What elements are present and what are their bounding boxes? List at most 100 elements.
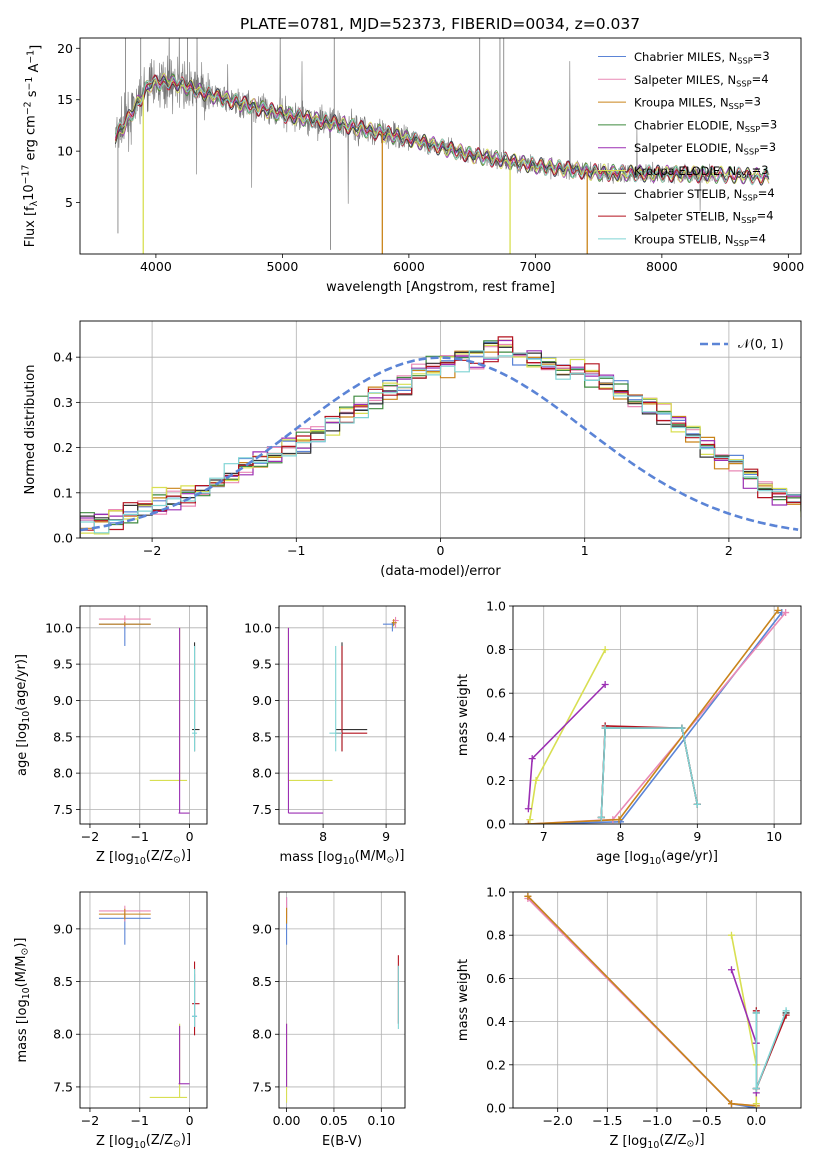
label-part: Z [log [96, 1134, 134, 1149]
y-tick-label: 5 [65, 195, 73, 210]
label-part: ⊙ [173, 1139, 181, 1150]
y-tick-label: 0.2 [486, 1057, 506, 1072]
y-tick-label: 7.5 [53, 1079, 73, 1094]
label-part: )] [13, 938, 28, 948]
plot-area [114, 38, 770, 254]
weight-marker [727, 966, 735, 974]
x-axis-label: age [log10(age/yr)] [596, 849, 718, 867]
label-part: Salpeter STELIB, N [634, 210, 741, 224]
label-part: )] [181, 1132, 191, 1147]
label-part: (M/M [355, 849, 387, 864]
plot-area [80, 336, 801, 538]
plot-area [524, 606, 790, 824]
y-tick-label: 7.5 [53, 802, 73, 817]
x-axis-label: Z [log10(Z/Z⊙)] [609, 1132, 704, 1151]
x-axis-label: E(B-V) [322, 1134, 362, 1149]
panel-residuals: −2 −1 0 1 2 0.0 0.1 0.2 0.3 0.4 (data-model)/error… [23, 320, 802, 579]
weight-marker [524, 820, 532, 824]
x-tick-label: 0.0 [746, 1113, 766, 1128]
y-tick-label: 1.0 [486, 885, 506, 900]
y-axis-label: age [log10(age/yr)] [14, 654, 32, 776]
label-part: =3 [752, 163, 769, 177]
y-tick-label: 0.0 [486, 817, 506, 832]
weight-marker [532, 776, 540, 784]
label-part: age [log [596, 850, 649, 865]
x-tick-label: 9000 [772, 259, 804, 274]
label-part: Kroupa ELODIE, N [634, 164, 736, 178]
y-axis-label: mass weight [456, 959, 471, 1041]
model-line [114, 76, 770, 186]
panel-mass-vs-Z: −2 −1 07.58.08.59.0Z [log10(Z/Z⊙)]mass [lo… [13, 891, 208, 1151]
y-tick-label: 0.4 [53, 350, 73, 365]
label-part: 10 [21, 987, 32, 999]
axes-frame [278, 891, 406, 1109]
x-tick-label: −2 [81, 829, 99, 844]
label-part: (M/M [14, 956, 29, 988]
y-tick-label: 0.6 [486, 686, 506, 701]
legend-entry: Salpeter MILES, NSSP=4 [634, 72, 769, 88]
label-part: (age/yr)] [14, 654, 29, 711]
x-tick-label: 9 [693, 829, 701, 844]
y-tick-label: 7.5 [252, 802, 272, 817]
label-part: SSP [736, 169, 751, 179]
figure-title: PLATE=0781, MJD=52373, FIBERID=0034, z=0… [240, 15, 640, 33]
x-axis-label: Z [log10(Z/Z⊙)] [96, 1132, 191, 1151]
legend-entry: Chabrier ELODIE, NSSP=3 [634, 117, 777, 133]
x-tick-label: −1.5 [592, 1113, 622, 1128]
x-tick-label: 9 [382, 829, 390, 844]
label-part: mass [log [15, 999, 30, 1062]
panel-age-vs-mass: 8 9 7.5 8.0 8.5 9.0 9.5 10.0 mass [log10(M/M⊙)] [244, 605, 406, 867]
label-part: SSP [729, 101, 744, 111]
x-tick-label: 8 [617, 829, 625, 844]
label-part: SSP [736, 78, 751, 88]
label-part: ⊙ [173, 855, 181, 866]
x-tick-label: −2 [81, 1113, 99, 1128]
axes-frame [79, 891, 208, 1109]
legend: 𝒩(0, 1) [700, 336, 784, 351]
label-part: =4 [757, 209, 774, 223]
y-tick-label: 0.3 [53, 395, 73, 410]
y-tick-label: 0.0 [53, 531, 73, 546]
label-part: Chabrier MILES, N [634, 50, 737, 64]
panel-spectrum: 4000 5000 6000 7000 8000 9000 5 10 15 20 wavelengt… [21, 37, 804, 295]
y-tick-label: 9.0 [252, 921, 272, 936]
x-axis-label: mass [log10(M/M⊙)] [280, 848, 405, 867]
x-tick-label: −1.0 [642, 1113, 672, 1128]
label-part: SSP [745, 124, 760, 134]
label-part: λ [29, 200, 40, 206]
label-part: −1 [26, 50, 37, 64]
label-part: =3 [753, 49, 770, 63]
weight-marker [615, 816, 623, 824]
label-part: A [27, 64, 42, 77]
label-part: SSP [741, 215, 756, 225]
x-tick-label: −1 [131, 829, 149, 844]
label-part: Chabrier ELODIE, N [634, 118, 745, 132]
x-axis-label: Z [log10(Z/Z⊙)] [96, 848, 191, 867]
label-part: )] [394, 848, 404, 863]
label-part: mass [log [280, 850, 343, 865]
x-tick-label: 1 [581, 543, 589, 558]
weight-marker [693, 800, 701, 808]
label-part: 10 [22, 184, 37, 201]
label-part: Salpeter ELODIE, N [634, 141, 744, 155]
y-tick-label: 8.0 [252, 766, 272, 781]
label-part: 10 [134, 1140, 146, 1151]
weight-marker [528, 755, 536, 763]
label-part: (age/yr)] [661, 849, 718, 864]
label-part: =4 [758, 186, 775, 200]
axes-frame [512, 605, 802, 825]
weight-marker [727, 931, 735, 939]
y-tick-label: 8.0 [252, 1027, 272, 1042]
label-part: Kroupa STELIB, N [634, 232, 734, 246]
label-part: (Z/Z [659, 1133, 686, 1148]
x-tick-label: 0.00 [273, 1113, 301, 1128]
x-tick-label: 7000 [519, 259, 551, 274]
weight-marker [601, 680, 609, 688]
y-tick-label: 9.0 [53, 693, 73, 708]
y-tick-label: 0.6 [486, 971, 506, 986]
panel-weight-vs-Z: −2.0 −1.5 −1.0 −0.5 0.0 0.0 0.2 0.4 0.6 0.8 1.0 Z [… [456, 885, 802, 1151]
panel-mass-vs-ebv: 0.00 0.05 0.10 7.5 8.0 8.5 9.0 E(B-V) [252, 891, 406, 1149]
label-part: erg cm [24, 115, 39, 164]
label-part: −2 [22, 101, 33, 115]
label-part: =3 [759, 140, 776, 154]
